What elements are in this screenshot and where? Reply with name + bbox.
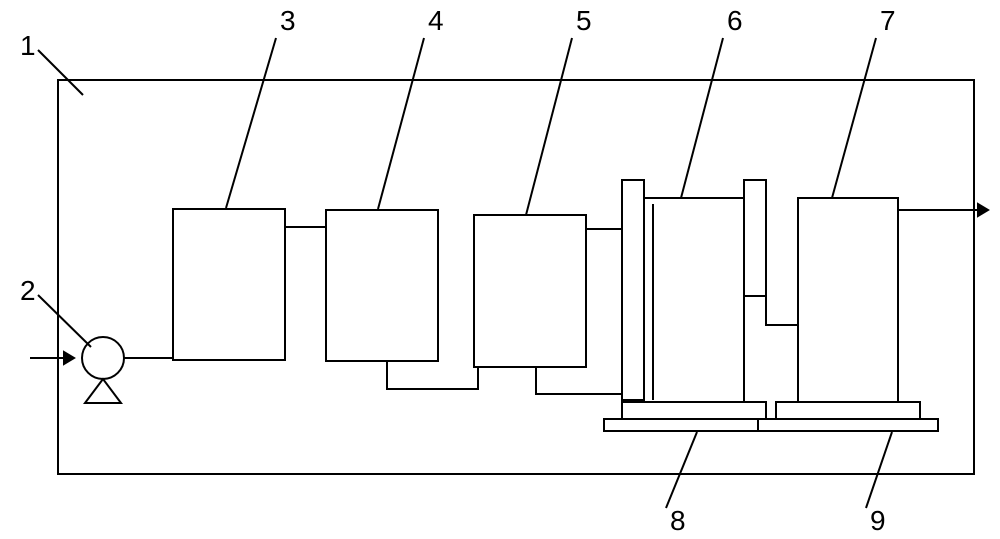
label-6: 6: [727, 5, 743, 36]
base9-bottom: [758, 419, 938, 431]
leader-3: [226, 38, 276, 208]
inlet-arrowhead: [64, 352, 74, 364]
stack-left6: [622, 180, 644, 400]
label-3: 3: [280, 5, 296, 36]
leader-6: [681, 38, 723, 198]
connector-5: [766, 296, 798, 325]
label-7: 7: [880, 5, 896, 36]
base9-top: [776, 402, 920, 419]
stack-right6: [744, 180, 766, 296]
box-b5: [474, 215, 586, 367]
box-b6: [644, 198, 744, 402]
connector-3: [536, 367, 622, 394]
outlet-arrowhead: [978, 204, 988, 216]
leader-1: [38, 50, 83, 95]
leader-8: [666, 432, 697, 508]
base8-top: [622, 402, 766, 419]
box-b7: [798, 198, 898, 402]
leader-4: [378, 38, 424, 209]
leader-5: [526, 38, 572, 215]
leader-7: [832, 38, 876, 198]
leader-2: [38, 295, 91, 347]
pump-base-triangle: [85, 379, 121, 403]
label-5: 5: [576, 5, 592, 36]
connector-2: [387, 361, 478, 389]
label-8: 8: [670, 505, 686, 536]
label-9: 9: [870, 505, 886, 536]
box-b3: [173, 209, 285, 360]
label-2: 2: [20, 275, 36, 306]
label-4: 4: [428, 5, 444, 36]
box-b4: [326, 210, 438, 361]
label-1: 1: [20, 30, 36, 61]
leader-9: [866, 432, 892, 508]
